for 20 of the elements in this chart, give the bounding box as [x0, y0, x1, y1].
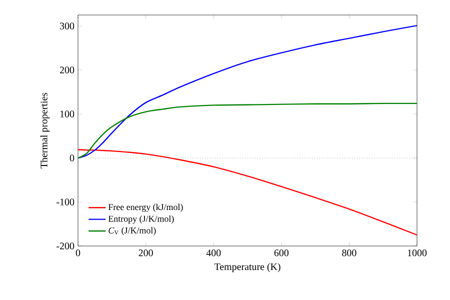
y-tick-label: 100: [60, 110, 74, 118]
x-tick-label: 200: [138, 250, 153, 256]
y-tick-label: 300: [60, 22, 74, 30]
x-tick-label: 0: [76, 250, 80, 256]
y-tick-label: -100: [56, 198, 74, 206]
legend-label: C$_{V}$ (J/K/mol): [108, 227, 156, 236]
x-tick-label: 1000: [408, 250, 427, 256]
x-tick-label: 800: [342, 250, 356, 256]
x-tick-label: 600: [274, 250, 289, 256]
line-series: [78, 149, 418, 236]
x-tick-label: 400: [206, 250, 221, 256]
y-axis-title: Thermal properties: [40, 92, 50, 168]
y-tick-label: 200: [60, 66, 74, 74]
line-series: [78, 24, 418, 159]
x-axis-title: Temperature (K): [214, 263, 280, 272]
legend-label: Free energy (kJ/mol): [108, 204, 183, 212]
y-tick-label: 0: [70, 154, 74, 162]
y-tick-label: -200: [56, 242, 74, 250]
legend-label: Entropy (J/K/mol): [108, 215, 174, 224]
line-series: [78, 102, 418, 159]
